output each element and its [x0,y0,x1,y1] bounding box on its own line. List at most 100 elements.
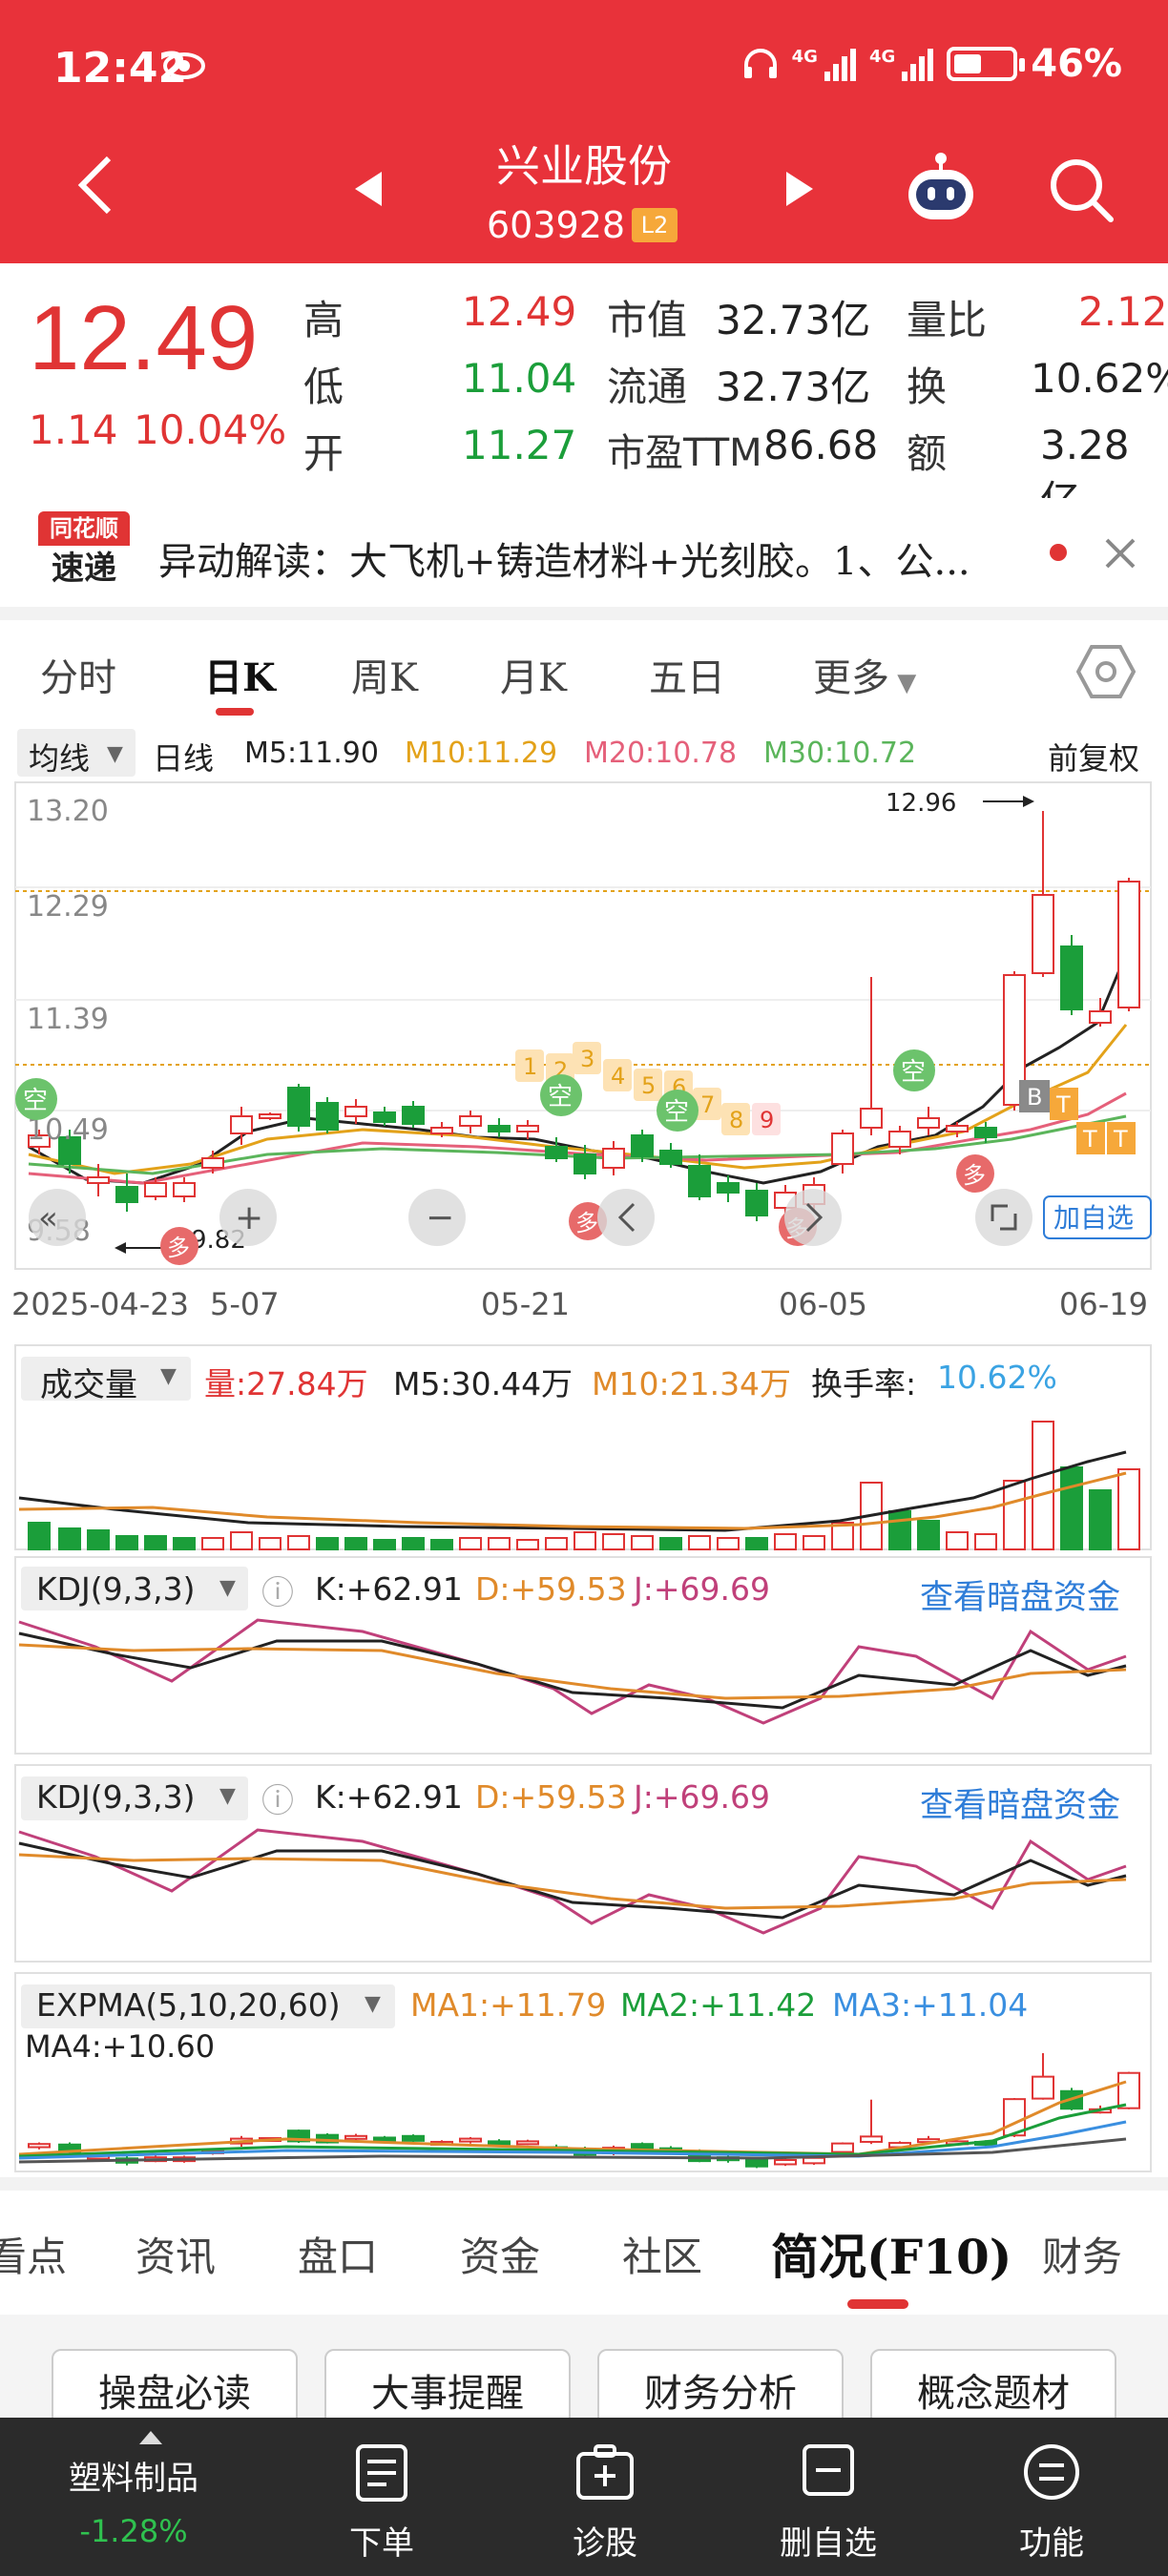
volume-bar [631,1535,654,1550]
ai-assistant-icon[interactable] [903,151,979,223]
tab-intraday[interactable]: 分时 [40,656,116,700]
candle-body [574,1153,596,1174]
stock-code: 603928 [487,204,626,246]
tab-community[interactable]: 社区 [622,2233,703,2280]
volume-bar [259,1537,282,1550]
expma-ma1: MA1:+11.79 [410,1986,607,2024]
signal-4 [603,1059,632,1091]
fullscreen-button[interactable] [975,1189,1032,1246]
kdj-j-line [18,1828,1127,1935]
tab-weekly-k[interactable]: 周K [351,656,418,700]
dark-pool-link[interactable]: 查看暗盘资金 [920,1579,1121,1617]
short-pin-label: 空 [23,1087,48,1115]
ma-legend: 均线 ▼ 日线 M5:11.90 M10:11.29 M20:10.78 M30… [0,725,1168,782]
signal-label: 3 [580,1046,594,1072]
kdj-selector[interactable] [21,1567,248,1610]
volume-selector[interactable] [21,1357,191,1401]
adjust-mode[interactable]: 前复权 [1048,740,1140,777]
volume-bar [602,1533,625,1550]
order-label: 下单 [349,2524,414,2563]
divider [0,607,1168,620]
date-label: 05-21 [481,1286,570,1322]
candle-body [1060,945,1083,1010]
tab-monthly-k[interactable]: 月K [500,656,567,700]
diagnose-button[interactable]: 诊股 [519,2418,691,2576]
search-icon[interactable] [1048,156,1115,223]
level2-badge[interactable]: L2 [632,208,678,242]
previous-stock-icon[interactable] [355,172,384,206]
expma-selector[interactable] [21,1984,395,2028]
scroll-right-button[interactable] [784,1189,842,1246]
tab-highlights[interactable]: 看点 [0,2233,68,2280]
candle-body [1003,974,1026,1106]
scroll-left-button[interactable] [597,1189,655,1246]
remove-watch-button[interactable]: 删自选 [742,2418,914,2576]
volume-bar [888,1510,911,1550]
candle-body [860,1108,883,1129]
ma-selector[interactable] [17,729,136,777]
help-icon[interactable]: ⓘ [261,1574,294,1612]
add-watch-button[interactable] [1043,1195,1152,1239]
short-pin [15,1078,57,1120]
volume-bar [1089,1489,1112,1550]
dropdown-icon: ▼ [160,1364,177,1388]
turnover-label: 换 [907,364,948,410]
volume-bar [688,1535,711,1550]
tab-f10[interactable]: 简况(F10) [771,2229,1012,2285]
tab-five-day[interactable]: 五日 [649,656,725,700]
logo-line2: 速递 [52,550,116,588]
news-ticker[interactable]: 同花顺 速递 异动解读：大飞机+铸造材料+光刻胶。1、公... [0,498,1168,613]
kdj-selector[interactable] [21,1776,248,1820]
date-label: 2025-04-23 [11,1286,189,1322]
tab-funds[interactable]: 资金 [460,2233,541,2280]
t-marker [1076,1122,1105,1154]
sector-info[interactable]: 塑料制品 -1.28% [19,2418,248,2576]
chart-area[interactable]: 13.20 12.29 11.39 10.49 9.58 12.96 9.82 … [0,773,1168,2185]
settings-icon[interactable] [1076,645,1136,698]
back-icon[interactable] [74,155,116,216]
tab-daily-k[interactable]: 日K [204,655,276,700]
ma-type: 日线 [153,740,215,777]
kdj-j-line [18,1618,1127,1725]
chevron-right-icon [805,1202,824,1233]
volume-selector-label: 成交量 [40,1366,137,1404]
signal-label: 8 [729,1107,743,1133]
order-button[interactable]: 下单 [296,2418,468,2576]
tab-financials[interactable]: 财务 [1042,2233,1123,2280]
high-arrow-head [1023,796,1034,807]
signal-8 [721,1103,750,1135]
candle-body [688,1165,711,1197]
short-pin [893,1049,935,1091]
kdj-selector-label: KDJ(9,3,3) [36,1570,196,1608]
candle-body [1089,1010,1112,1024]
volume-bar [430,1539,453,1550]
news-headline[interactable]: 异动解读：大飞机+铸造材料+光刻胶。1、公... [158,540,970,584]
candle-body [717,1182,740,1194]
quote-panel: 12.49 1.14 10.04% 高 12.49 低 11.04 开 11.2… [0,263,1168,524]
candle-body [659,1150,682,1165]
tab-orderbook[interactable]: 盘口 [298,2233,379,2280]
candle-body [516,1125,539,1132]
volume-ratio-value: 2.12 [1078,288,1168,335]
candle-body [1032,894,1054,974]
close-icon[interactable] [1103,536,1137,571]
volume-bar [1003,1480,1026,1550]
logo-line1: 同花顺 [38,511,130,546]
kline-frame [14,781,1152,1270]
functions-button[interactable]: 功能 [966,2418,1137,2576]
zoom-out-button[interactable] [408,1189,466,1246]
y-tick: 13.20 [27,795,109,828]
b-marker [1019,1080,1050,1112]
signal-label: 7 [700,1091,715,1118]
open-value: 11.27 [462,422,577,468]
volume-ratio-label: 量比 [907,297,988,343]
volume-bar [831,1522,854,1550]
dark-pool-link[interactable]: 查看暗盘资金 [920,1787,1121,1825]
next-stock-icon[interactable] [784,172,813,206]
tab-news[interactable]: 资讯 [136,2233,217,2280]
zoom-in-button[interactable] [219,1189,277,1246]
tab-more[interactable]: 更多 ▼ [813,647,916,702]
candle-body [1117,881,1140,1008]
help-icon[interactable]: ⓘ [261,1782,294,1820]
scroll-left-far-button[interactable] [29,1189,86,1246]
